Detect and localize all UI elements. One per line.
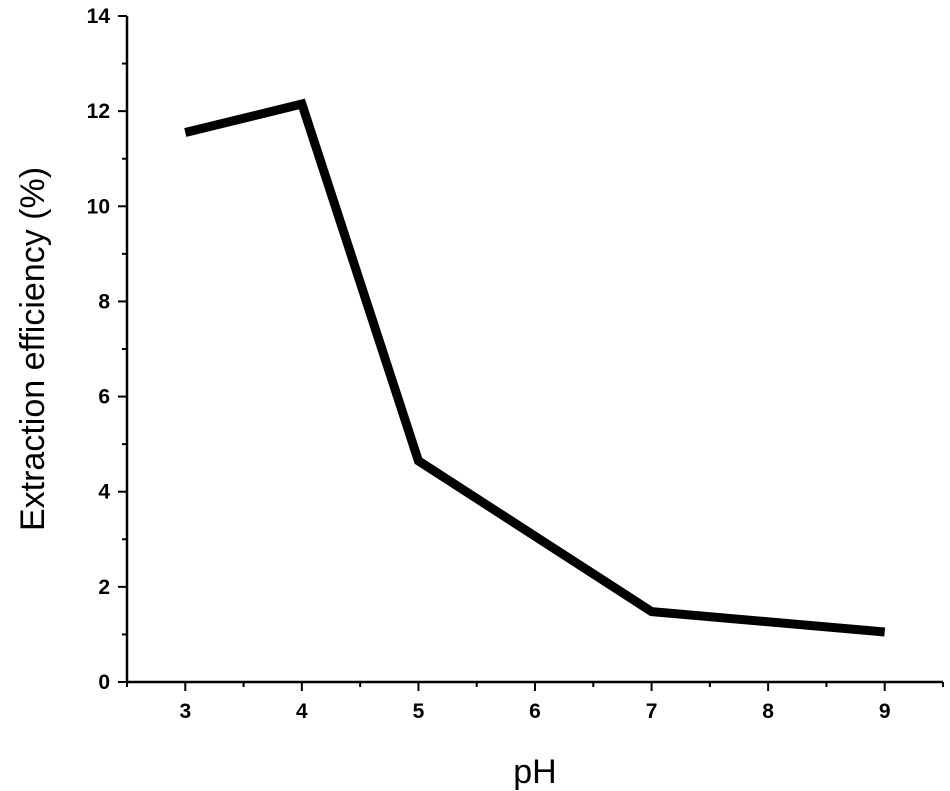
- y-tick-label: 0: [98, 671, 110, 694]
- series-line: [184, 98, 886, 637]
- y-tick-label: 2: [98, 576, 110, 599]
- x-tick-label: 5: [413, 700, 425, 723]
- ticks: 0 2 4 6 8 10 12 14 3 4 5 6 7 8 9: [87, 5, 944, 723]
- y-tick-label: 6: [98, 386, 110, 409]
- y-tick-label: 12: [87, 100, 110, 123]
- y-tick-label: 8: [98, 290, 110, 313]
- x-tick-label: 7: [646, 700, 658, 723]
- x-tick-label: 8: [762, 700, 774, 723]
- x-tick-label: 6: [529, 700, 541, 723]
- y-tick-label: 10: [87, 195, 110, 218]
- series-group: [184, 98, 886, 637]
- x-tick-label: 3: [179, 700, 191, 723]
- x-tick-label: 4: [296, 700, 308, 723]
- x-axis-title: pH: [513, 753, 556, 791]
- y-tick-label: 14: [87, 5, 111, 28]
- y-tick-label: 4: [98, 481, 110, 504]
- x-tick-label: 9: [879, 700, 891, 723]
- y-axis-title: Extraction efficiency (%): [14, 167, 52, 531]
